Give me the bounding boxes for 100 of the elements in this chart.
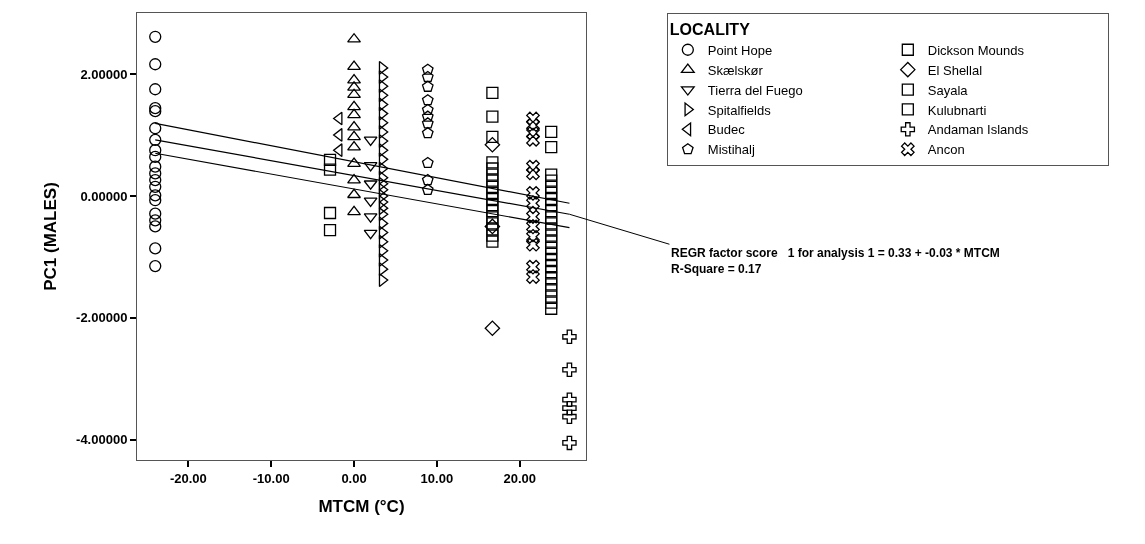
x-tick-label: 20.00 xyxy=(503,470,536,486)
point xyxy=(378,216,389,231)
point xyxy=(149,150,162,164)
point xyxy=(545,296,558,309)
point xyxy=(378,115,389,130)
point xyxy=(545,229,558,242)
point xyxy=(323,206,337,220)
point xyxy=(149,58,162,71)
point xyxy=(323,163,337,176)
point xyxy=(484,218,501,235)
point xyxy=(347,173,362,184)
y-tick-label: 0.00000 xyxy=(80,188,128,204)
x-tick-label: -10.00 xyxy=(252,470,290,486)
point xyxy=(486,198,499,212)
point xyxy=(545,168,558,181)
point xyxy=(486,162,499,175)
x-tick-label: -20.00 xyxy=(169,470,207,486)
point xyxy=(545,198,558,212)
point xyxy=(149,173,162,187)
point xyxy=(545,290,558,303)
point xyxy=(378,60,389,75)
legend-label: Andaman Islands xyxy=(927,122,1029,138)
point xyxy=(486,130,499,143)
x-tick-label: 0.00 xyxy=(341,470,367,486)
point xyxy=(378,70,389,85)
point xyxy=(421,117,434,129)
point xyxy=(347,188,362,199)
point xyxy=(378,273,389,288)
point xyxy=(347,130,362,141)
point xyxy=(486,186,499,200)
point xyxy=(378,97,389,112)
point xyxy=(421,173,434,186)
point xyxy=(378,252,389,267)
y-tick-label: -4.00000 xyxy=(76,432,128,448)
point xyxy=(378,161,389,176)
point xyxy=(363,229,378,240)
point xyxy=(378,124,389,139)
point xyxy=(149,242,162,255)
legend-label: Sayala xyxy=(927,82,969,98)
point xyxy=(421,63,434,75)
point xyxy=(149,214,162,227)
point xyxy=(378,207,389,222)
point xyxy=(486,110,499,123)
point xyxy=(545,174,558,187)
point xyxy=(149,180,162,193)
point xyxy=(486,180,499,193)
point xyxy=(421,103,434,116)
legend-label: Point Hope xyxy=(707,42,773,58)
point xyxy=(149,144,162,157)
point xyxy=(486,86,499,100)
point xyxy=(378,152,389,167)
point xyxy=(562,329,577,345)
point xyxy=(562,435,577,451)
legend-label: Budec xyxy=(707,122,746,138)
point xyxy=(486,174,499,187)
point xyxy=(347,120,362,131)
point xyxy=(347,205,362,216)
annotation: REGR factor score 1 for analysis 1 = 0.33 + -0.03 * MTCM R-Square = 0.17 xyxy=(671,246,1000,276)
point xyxy=(332,111,343,126)
point xyxy=(332,143,343,158)
point xyxy=(347,157,362,168)
point xyxy=(486,223,499,236)
point xyxy=(484,136,501,153)
point xyxy=(545,141,558,154)
point xyxy=(545,192,558,206)
point xyxy=(149,167,162,180)
point xyxy=(149,122,162,135)
point xyxy=(545,247,558,261)
point xyxy=(378,195,389,210)
point xyxy=(545,235,558,248)
point xyxy=(526,209,540,224)
point xyxy=(526,196,540,211)
legend-label: Skælskør xyxy=(707,62,764,78)
point xyxy=(526,159,540,174)
point xyxy=(562,362,577,377)
point xyxy=(378,234,389,249)
point xyxy=(545,180,558,193)
point xyxy=(526,229,540,244)
point xyxy=(486,205,499,218)
y-tick-label: 2.00000 xyxy=(80,66,128,82)
point xyxy=(323,223,337,237)
point xyxy=(421,70,434,83)
legend-label: El Shellal xyxy=(927,62,983,78)
point xyxy=(149,207,162,220)
point xyxy=(347,60,362,71)
legend-title: LOCALITY xyxy=(669,20,751,38)
point xyxy=(149,83,162,96)
point xyxy=(332,127,343,142)
point xyxy=(526,259,540,274)
point xyxy=(378,201,389,216)
point xyxy=(486,211,499,224)
point xyxy=(421,94,434,106)
point xyxy=(378,143,389,158)
point xyxy=(545,278,558,291)
point xyxy=(149,220,162,233)
point xyxy=(149,105,162,118)
point xyxy=(378,134,389,149)
point xyxy=(526,118,540,133)
point xyxy=(378,79,389,94)
legend-label: Dickson Mounds xyxy=(927,42,1025,58)
